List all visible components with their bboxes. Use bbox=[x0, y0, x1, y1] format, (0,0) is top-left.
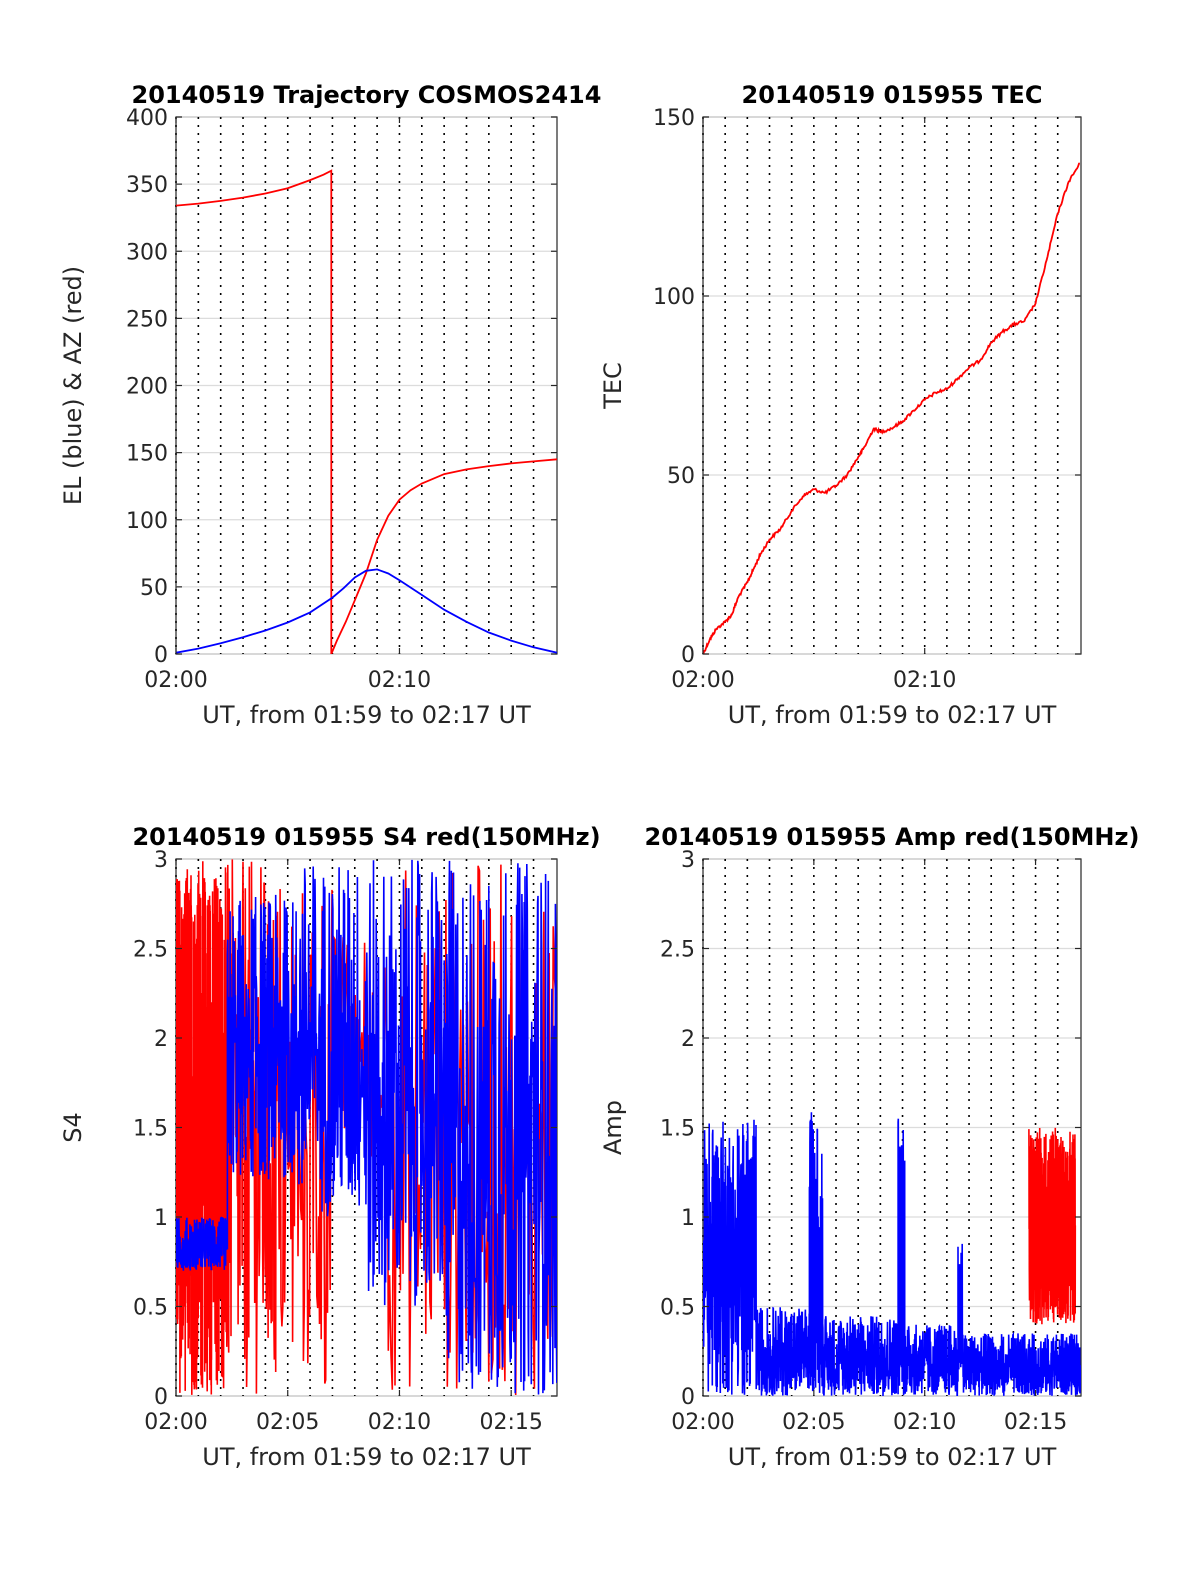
y-tick-label: 1 bbox=[681, 1206, 695, 1231]
y-tick-label: 3 bbox=[154, 848, 168, 873]
x-tick-label: 02:15 bbox=[479, 1410, 542, 1435]
y-tick-label: 0 bbox=[681, 1385, 695, 1410]
series-line bbox=[1028, 1127, 1077, 1325]
y-tick-label: 50 bbox=[140, 576, 168, 601]
x-tick-label: 02:10 bbox=[368, 668, 431, 693]
x-tick-label: 02:10 bbox=[893, 668, 956, 693]
x-tick-label: 02:05 bbox=[782, 1410, 845, 1435]
y-tick-label: 3 bbox=[681, 848, 695, 873]
y-tick-label: 2 bbox=[681, 1027, 695, 1052]
x-tick-label: 02:00 bbox=[671, 668, 734, 693]
x-axis-label: UT, from 01:59 to 02:17 UT bbox=[728, 701, 1057, 729]
trajectory-panel: 0 50 100 150 200 250 300 350 400 02:00 02:10 201405… bbox=[59, 81, 601, 729]
y-tick-label: 100 bbox=[653, 285, 695, 310]
series-line bbox=[703, 162, 1080, 654]
y-axis-label: S4 bbox=[59, 1112, 87, 1143]
plot-area bbox=[702, 116, 1082, 655]
y-tick-label: 350 bbox=[126, 173, 168, 198]
chart-title: 20140519 015955 S4 red(150MHz) bbox=[132, 823, 600, 851]
x-axis-label: UT, from 01:59 to 02:17 UT bbox=[202, 701, 531, 729]
series-group bbox=[176, 169, 557, 654]
y-tick-label: 250 bbox=[126, 307, 168, 332]
x-tick-label: 02:10 bbox=[368, 1410, 431, 1435]
y-tick-label: 300 bbox=[126, 240, 168, 265]
tec-panel: 0 50 100 150 02:00 02:10 20140519 015955 TEC UT… bbox=[599, 81, 1082, 729]
y-axis-label: EL (blue) & AZ (red) bbox=[59, 266, 87, 505]
y-tick-label: 0.5 bbox=[660, 1296, 695, 1321]
s4-panel: 0 0.5 1 1.5 2 2.5 3 02:00 02:05 02:10 02:15 2014051… bbox=[59, 823, 601, 1471]
y-tick-label: 1.5 bbox=[660, 1117, 695, 1142]
x-tick-label: 02:15 bbox=[1004, 1410, 1067, 1435]
y-tick-label: 400 bbox=[126, 106, 168, 131]
y-tick-label: 150 bbox=[126, 442, 168, 467]
x-tick-label: 02:10 bbox=[893, 1410, 956, 1435]
x-tick-label: 02:05 bbox=[256, 1410, 319, 1435]
y-tick-label: 0 bbox=[681, 643, 695, 668]
y-tick-label: 0 bbox=[154, 643, 168, 668]
series-group bbox=[703, 162, 1080, 654]
amp-panel: 0 0.5 1 1.5 2 2.5 3 02:00 02:05 02:10 02:15 2014051… bbox=[599, 823, 1139, 1471]
x-tick-label: 02:00 bbox=[144, 1410, 207, 1435]
chart-title: 20140519 Trajectory COSMOS2414 bbox=[132, 81, 602, 109]
y-tick-label: 150 bbox=[653, 106, 695, 131]
y-tick-label: 2.5 bbox=[133, 938, 168, 963]
y-tick-label: 2.5 bbox=[660, 938, 695, 963]
x-tick-label: 02:00 bbox=[144, 668, 207, 693]
series-group bbox=[703, 1112, 1081, 1396]
y-axis-label: TEC bbox=[599, 362, 627, 410]
series-line bbox=[176, 859, 557, 1395]
y-tick-label: 0 bbox=[154, 1385, 168, 1410]
y-axis-label: Amp bbox=[599, 1100, 627, 1155]
x-axis-label: UT, from 01:59 to 02:17 UT bbox=[728, 1443, 1057, 1471]
series-line bbox=[703, 1112, 1081, 1396]
x-tick-label: 02:00 bbox=[671, 1410, 734, 1435]
y-tick-label: 50 bbox=[667, 464, 695, 489]
y-tick-label: 200 bbox=[126, 375, 168, 400]
series-line bbox=[176, 568, 557, 654]
y-tick-label: 100 bbox=[126, 509, 168, 534]
series-group bbox=[176, 859, 557, 1396]
y-tick-label: 1 bbox=[154, 1206, 168, 1231]
chart-title: 20140519 015955 Amp red(150MHz) bbox=[645, 823, 1140, 851]
y-tick-label: 0.5 bbox=[133, 1296, 168, 1321]
series-line bbox=[176, 169, 557, 654]
x-axis-label: UT, from 01:59 to 02:17 UT bbox=[202, 1443, 531, 1471]
chart-title: 20140519 015955 TEC bbox=[742, 81, 1043, 109]
y-tick-label: 1.5 bbox=[133, 1117, 168, 1142]
y-tick-label: 2 bbox=[154, 1027, 168, 1052]
